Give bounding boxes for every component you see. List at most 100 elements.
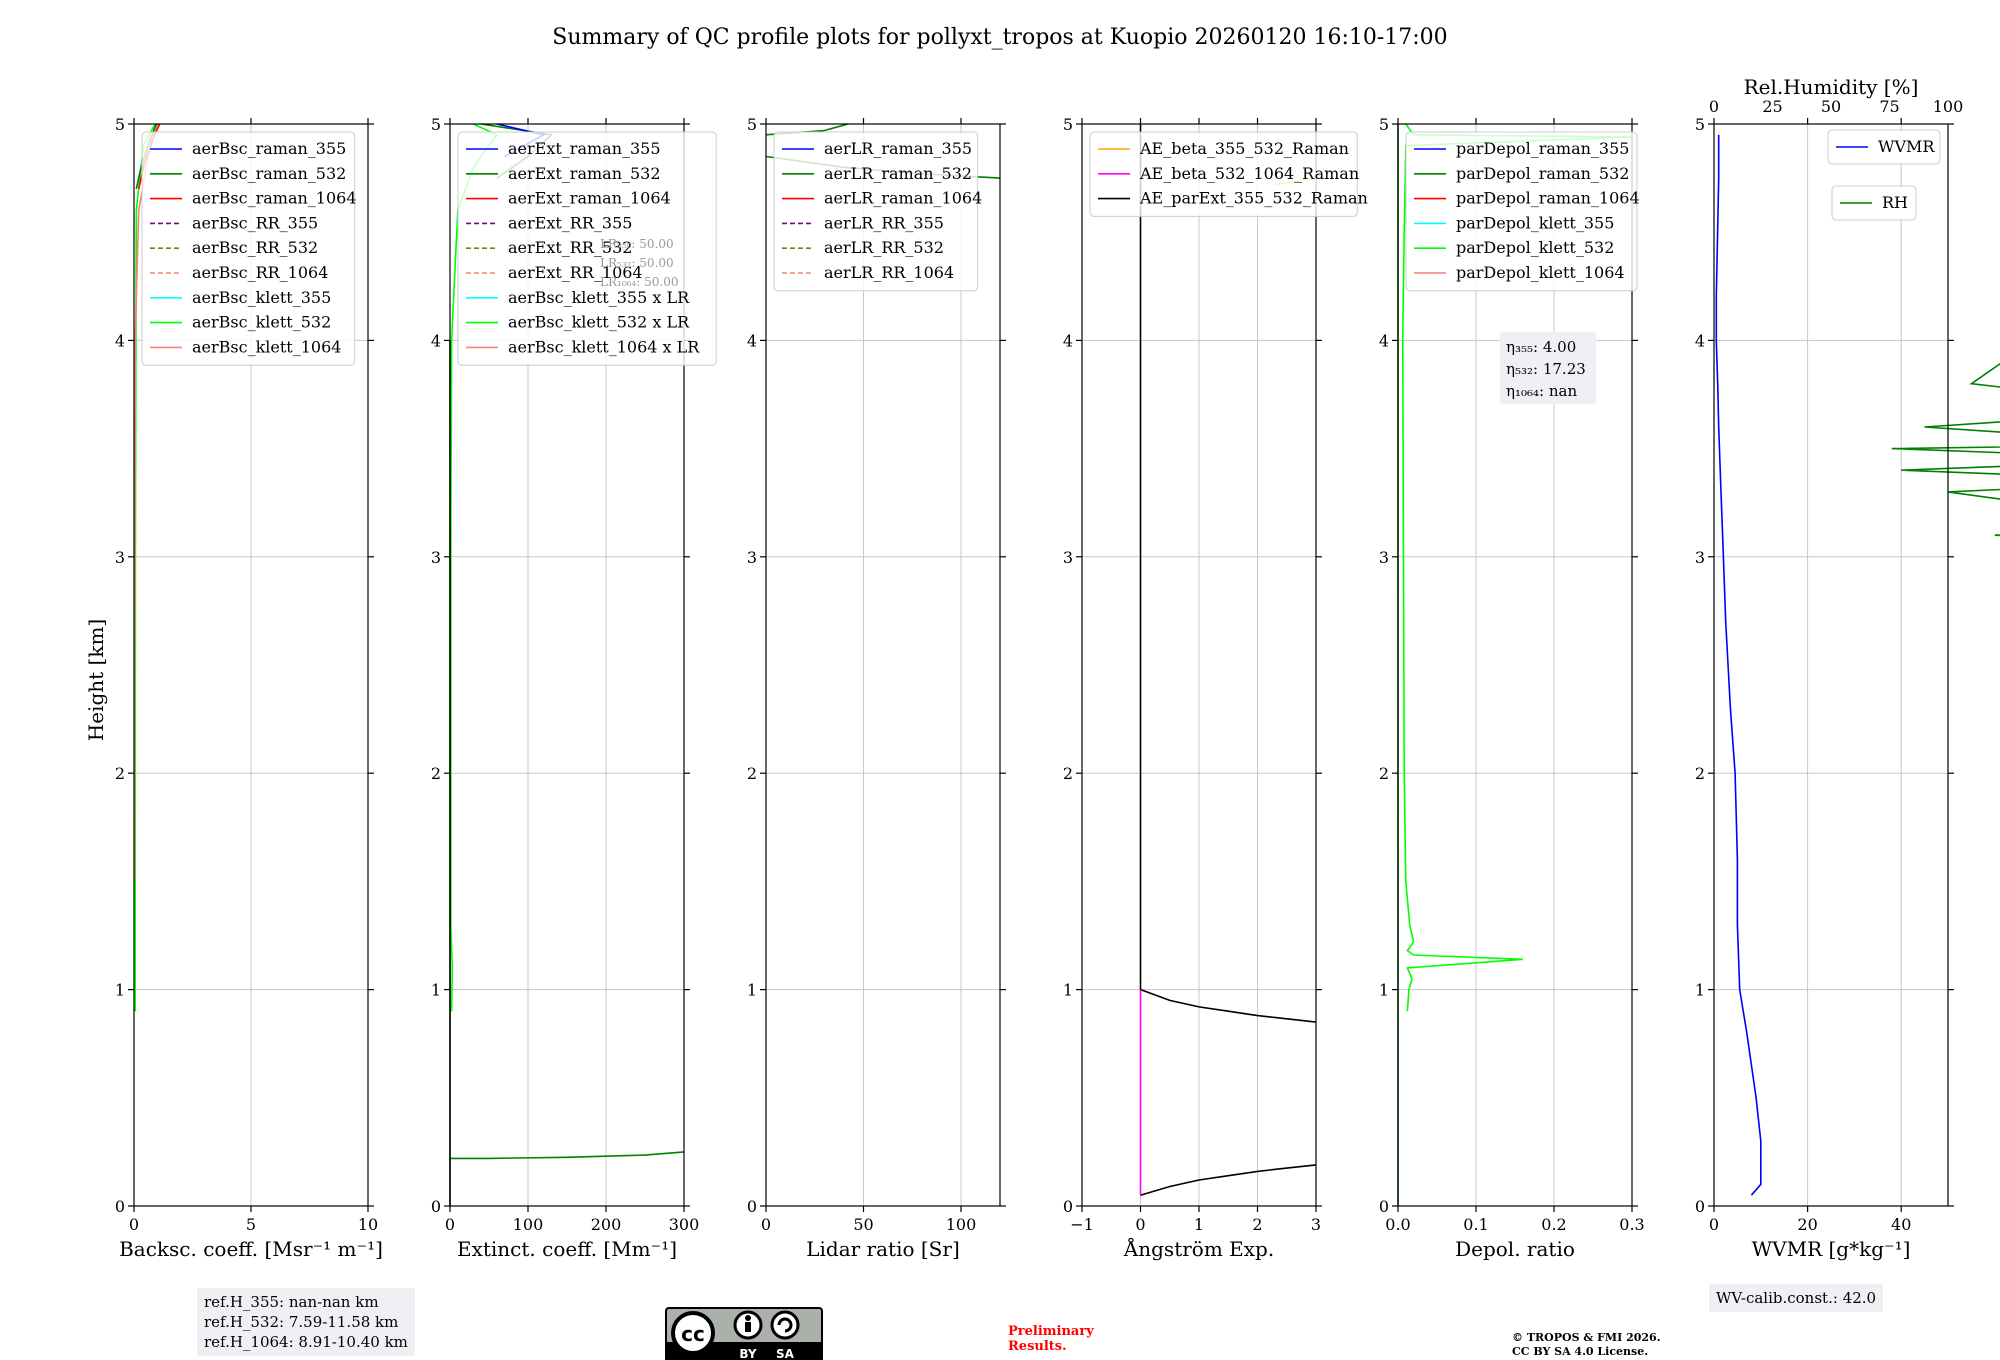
copyright-note: © TROPOS & FMI 2026. CC BY SA 4.0 Licens…: [1512, 1331, 1661, 1358]
x-tick-label: 0: [1135, 1215, 1145, 1234]
x-tick-label: 10: [358, 1215, 378, 1234]
legend-label: aerLR_RR_355: [824, 213, 944, 232]
series-AE-parExt-355-532-Raman-lower: [1140, 1164, 1317, 1196]
x-tick-label: 0: [445, 1215, 455, 1234]
x-tick-label: 1: [1194, 1215, 1204, 1234]
x-axis-label: Backsc. coeff. [Msr⁻¹ m⁻¹]: [119, 1237, 383, 1261]
wv-calib-constant: WV-calib.const.: 42.0: [1716, 1289, 1877, 1307]
legend-label: aerBsc_klett_355: [192, 288, 331, 307]
x-tick-label: 0.2: [1541, 1215, 1566, 1234]
eta-value: η₃₅₅: 4.00: [1506, 338, 1576, 356]
y-tick-label: 1: [747, 981, 757, 1000]
legend-label: aerExt_RR_1064: [508, 263, 643, 282]
legend-label: aerBsc_klett_355 x LR: [508, 288, 690, 307]
legend-label: AE_beta_355_532_Raman: [1139, 139, 1349, 158]
y-tick-label: 5: [431, 115, 441, 134]
legend-label: aerLR_raman_532: [824, 164, 972, 183]
legend-label: aerBsc_klett_1064 x LR: [508, 337, 700, 356]
y-tick-label: 2: [747, 764, 757, 783]
y-tick-label: 3: [1695, 548, 1705, 567]
y-tick-label: 4: [1379, 331, 1389, 350]
legend-label: aerBsc_RR_532: [192, 238, 318, 257]
x-tick-label: 40: [1891, 1215, 1911, 1234]
x-tick-label: 5: [246, 1215, 256, 1234]
axes-frame: [1397, 123, 1633, 1207]
x-tick-label: 0: [1709, 1215, 1719, 1234]
y-tick-label: 0: [1695, 1197, 1705, 1216]
legend-label: aerExt_raman_355: [508, 139, 661, 158]
x-axis-label: Lidar ratio [Sr]: [806, 1237, 960, 1261]
y-tick-label: 5: [115, 115, 125, 134]
copyright-line-2: CC BY SA 4.0 License.: [1512, 1345, 1648, 1358]
wv-calib-box: WV-calib.const.: 42.0: [1709, 1284, 1884, 1312]
series-WVMR: [1715, 134, 1762, 1196]
legend-box: [457, 131, 717, 366]
x-axis-label: WVMR [g*kg⁻¹]: [1752, 1237, 1911, 1261]
top-x-tick-label: 50: [1821, 97, 1841, 116]
legend-label: aerLR_raman_355: [824, 139, 972, 158]
wvmr-legend-box: [1827, 129, 1941, 165]
y-tick-label: 4: [1063, 331, 1073, 350]
x-tick-label: 0: [761, 1215, 771, 1234]
eta-value: η₁₀₆₄: nan: [1506, 382, 1577, 400]
x-tick-label: 0.0: [1385, 1215, 1410, 1234]
legend: parDepol_raman_355 parDepol_raman_532 parD…: [1405, 131, 1640, 292]
y-tick-label: 2: [1695, 764, 1705, 783]
y-tick-label: 0: [747, 1197, 757, 1216]
eta-box: [1500, 332, 1596, 404]
legend-box: [1405, 131, 1638, 292]
wvmr-legend: WVMR: [1827, 129, 1941, 165]
y-tick-label: 3: [1379, 548, 1389, 567]
legend-label: aerBsc_klett_532 x LR: [508, 313, 690, 332]
y-tick-label: 0: [1379, 1197, 1389, 1216]
y-tick-label: 5: [1063, 115, 1073, 134]
legend-label: AE_beta_532_1064_Raman: [1139, 164, 1359, 183]
y-tick-label: 1: [1695, 981, 1705, 1000]
x-axis-label: Extinct. coeff. [Mm⁻¹]: [457, 1237, 677, 1261]
series-RH: [1891, 362, 2000, 537]
legend-box: [1089, 131, 1358, 217]
x-tick-label: 20: [1797, 1215, 1817, 1234]
preliminary-line-2: Results.: [1008, 1339, 1067, 1354]
legend: aerExt_raman_355 aerExt_raman_532 aerExt_r…: [457, 131, 717, 366]
wvmr-legend-label: WVMR: [1878, 137, 1935, 156]
rh-legend-label: RH: [1882, 193, 1908, 212]
legend-label: parDepol_raman_1064: [1456, 189, 1640, 208]
top-x-tick-label: 75: [1879, 97, 1899, 116]
top-x-tick-label: 0: [1709, 97, 1719, 116]
y-tick-label: 2: [1063, 764, 1073, 783]
legend-label: aerBsc_raman_355: [192, 139, 346, 158]
eta-value: η₅₃₂: 17.23: [1506, 360, 1586, 378]
ref-height-1064: ref.H_1064: 8.91-10.40 km: [204, 1333, 408, 1351]
y-tick-label: 5: [747, 115, 757, 134]
legend-label: parDepol_raman_532: [1456, 164, 1629, 183]
legend-label: parDepol_raman_355: [1456, 139, 1629, 158]
ref-height-532: ref.H_532: 7.59-11.58 km: [204, 1313, 399, 1331]
legend-label: parDepol_klett_1064: [1456, 263, 1625, 282]
y-tick-label: 1: [431, 981, 441, 1000]
x-tick-label: 0.3: [1619, 1215, 1644, 1234]
x-tick-label: 200: [591, 1215, 622, 1234]
series-aerExt-raman-532: [450, 1151, 685, 1160]
series-AE-parExt-355-532-Raman-upper: [1140, 988, 1317, 1023]
y-tick-label: 2: [1379, 764, 1389, 783]
legend-label: aerBsc_klett_1064: [192, 337, 341, 356]
rh-legend-box: [1831, 185, 1917, 221]
sa-icon: [770, 1310, 800, 1340]
y-tick-label: 1: [1063, 981, 1073, 1000]
y-tick-label: 5: [1695, 115, 1705, 134]
lidar-ratio-annotation: LR₃₅₅: 50.00: [600, 237, 674, 251]
x-tick-label: 2: [1252, 1215, 1262, 1234]
legend-label: aerBsc_RR_355: [192, 213, 318, 232]
y-tick-label: 2: [115, 764, 125, 783]
legend: aerBsc_raman_355 aerBsc_raman_532 aerBsc_r…: [141, 131, 357, 366]
preliminary-line-1: Preliminary: [1008, 1324, 1094, 1339]
y-tick-label: 1: [115, 981, 125, 1000]
x-tick-label: 100: [946, 1215, 977, 1234]
legend-label: aerBsc_klett_532: [192, 313, 331, 332]
legend-box: [773, 131, 979, 292]
y-tick-label: 2: [431, 764, 441, 783]
legend: AE_beta_355_532_Raman AE_beta_532_1064_Ra…: [1089, 131, 1368, 217]
